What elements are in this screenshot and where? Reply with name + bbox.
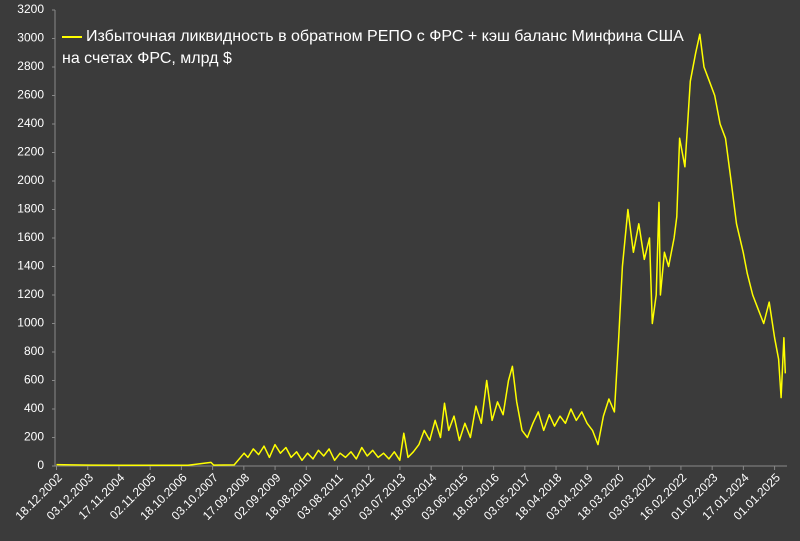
y-tick-label: 1000 — [17, 316, 44, 330]
y-tick-label: 400 — [24, 401, 44, 415]
y-tick-label: 1600 — [17, 230, 44, 244]
y-tick-label: 2600 — [17, 88, 44, 102]
y-tick-label: 1200 — [17, 287, 44, 301]
legend-swatch — [62, 35, 82, 38]
y-tick-label: 3200 — [17, 2, 44, 16]
y-tick-label: 1800 — [17, 202, 44, 216]
y-tick-label: 2000 — [17, 173, 44, 187]
y-tick-label: 600 — [24, 373, 44, 387]
y-tick-label: 2800 — [17, 59, 44, 73]
legend: Избыточная ликвидность в обратном РЕПО с… — [62, 26, 702, 70]
legend-label: Избыточная ликвидность в обратном РЕПО с… — [62, 28, 684, 67]
y-tick-label: 0 — [37, 458, 44, 472]
y-tick-label: 200 — [24, 430, 44, 444]
y-tick-label: 3000 — [17, 31, 44, 45]
y-tick-label: 1400 — [17, 259, 44, 273]
y-tick-label: 800 — [24, 344, 44, 358]
y-tick-label: 2200 — [17, 145, 44, 159]
data-line — [56, 33, 787, 467]
y-tick-label: 2400 — [17, 116, 44, 130]
